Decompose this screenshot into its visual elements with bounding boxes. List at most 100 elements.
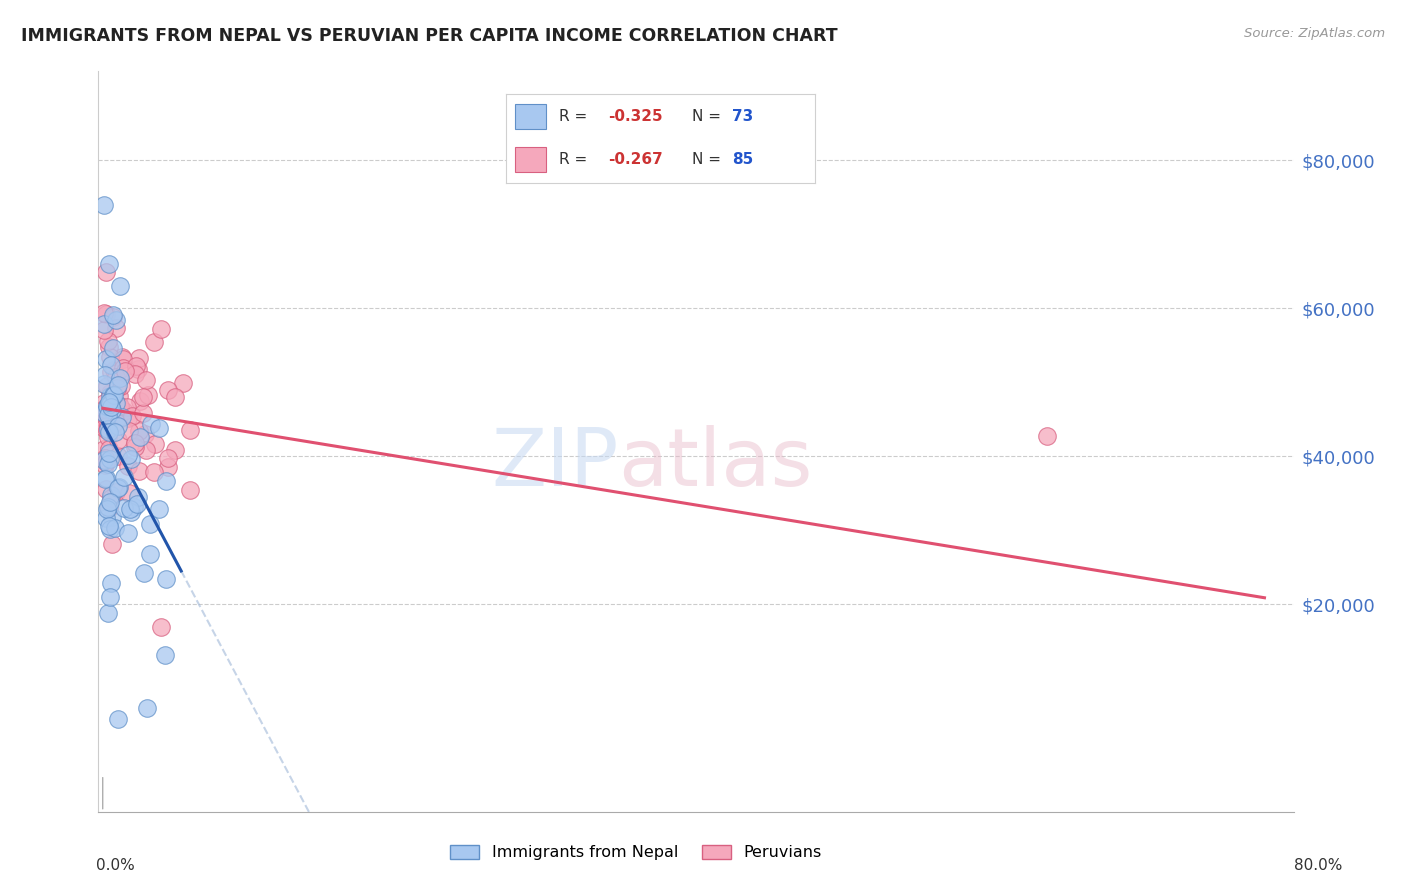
Point [97, 425, 120, 440]
Point [100, 401, 122, 415]
Point [155, 474, 177, 488]
Point [110, 379, 132, 393]
Point [103, 387, 125, 401]
Point [105, 380, 128, 394]
Text: Source: ZipAtlas.com: Source: ZipAtlas.com [1244, 27, 1385, 40]
Point [94, 482, 117, 496]
Point [100, 393, 122, 408]
Point [97, 422, 120, 436]
Point [98, 350, 121, 364]
Text: 85: 85 [733, 152, 754, 167]
Point [100, 365, 122, 379]
Point [98, 522, 121, 536]
Point [104, 415, 127, 429]
Text: IMMIGRANTS FROM NEPAL VS PERUVIAN PER CAPITA INCOME CORRELATION CHART: IMMIGRANTS FROM NEPAL VS PERUVIAN PER CA… [21, 27, 838, 45]
Point [107, 418, 129, 433]
Point [107, 433, 129, 447]
Point [136, 387, 159, 401]
Point [98, 495, 121, 509]
Point [108, 409, 131, 423]
Point [97, 417, 120, 432]
Point [94, 368, 117, 382]
Point [96, 423, 118, 437]
Point [100, 401, 122, 415]
Point [149, 322, 172, 336]
Point [104, 396, 127, 410]
Point [117, 411, 139, 425]
Point [112, 469, 135, 483]
Point [94, 351, 117, 366]
Point [98, 257, 121, 271]
Point [96, 379, 118, 393]
Text: -0.267: -0.267 [609, 152, 664, 167]
Point [134, 427, 156, 442]
Point [107, 712, 129, 726]
Point [165, 442, 187, 457]
Text: R =: R = [558, 109, 592, 124]
Point [103, 341, 125, 355]
Point [139, 547, 162, 561]
Point [101, 388, 124, 402]
Point [108, 389, 131, 403]
Point [98, 500, 121, 515]
Point [127, 362, 149, 376]
Point [129, 394, 152, 409]
Point [103, 389, 125, 403]
Point [100, 407, 122, 421]
Text: N =: N = [692, 152, 725, 167]
Point [96, 412, 118, 426]
Text: 0.0%: 0.0% [96, 858, 135, 873]
Point [103, 363, 125, 377]
Point [157, 383, 180, 397]
Point [101, 310, 124, 324]
Point [104, 520, 127, 534]
Point [135, 442, 157, 457]
Point [97, 500, 120, 514]
Point [96, 400, 118, 414]
Point [142, 334, 165, 349]
Point [93, 417, 115, 432]
Point [104, 370, 127, 384]
Point [172, 376, 194, 391]
Point [108, 399, 131, 413]
Point [156, 460, 179, 475]
Point [93, 306, 115, 320]
Point [93, 322, 115, 336]
Point [98, 397, 121, 411]
Text: 73: 73 [733, 109, 754, 124]
Point [97, 334, 120, 348]
Point [142, 466, 165, 480]
Point [97, 430, 120, 444]
Text: N =: N = [692, 109, 725, 124]
Point [100, 575, 122, 590]
Point [93, 396, 115, 410]
Point [93, 376, 115, 391]
Point [94, 471, 117, 485]
Point [96, 511, 118, 525]
Point [127, 490, 149, 504]
Point [100, 491, 122, 506]
Point [107, 450, 129, 464]
Point [93, 406, 115, 420]
Point [111, 352, 134, 367]
Point [157, 450, 180, 465]
Point [101, 309, 124, 323]
Point [117, 458, 139, 473]
Bar [516, 104, 547, 129]
Point [98, 519, 121, 533]
Legend: Immigrants from Nepal, Peruvians: Immigrants from Nepal, Peruvians [444, 838, 828, 867]
Text: R =: R = [558, 152, 592, 167]
Point [118, 486, 141, 500]
Point [120, 502, 142, 516]
Point [112, 500, 135, 515]
Point [93, 458, 115, 473]
Point [148, 420, 170, 434]
Point [122, 500, 145, 514]
Point [96, 399, 118, 413]
Point [117, 448, 139, 462]
Point [165, 390, 187, 404]
Point [129, 429, 152, 443]
Point [98, 389, 121, 403]
Point [107, 378, 129, 392]
Point [98, 395, 121, 409]
